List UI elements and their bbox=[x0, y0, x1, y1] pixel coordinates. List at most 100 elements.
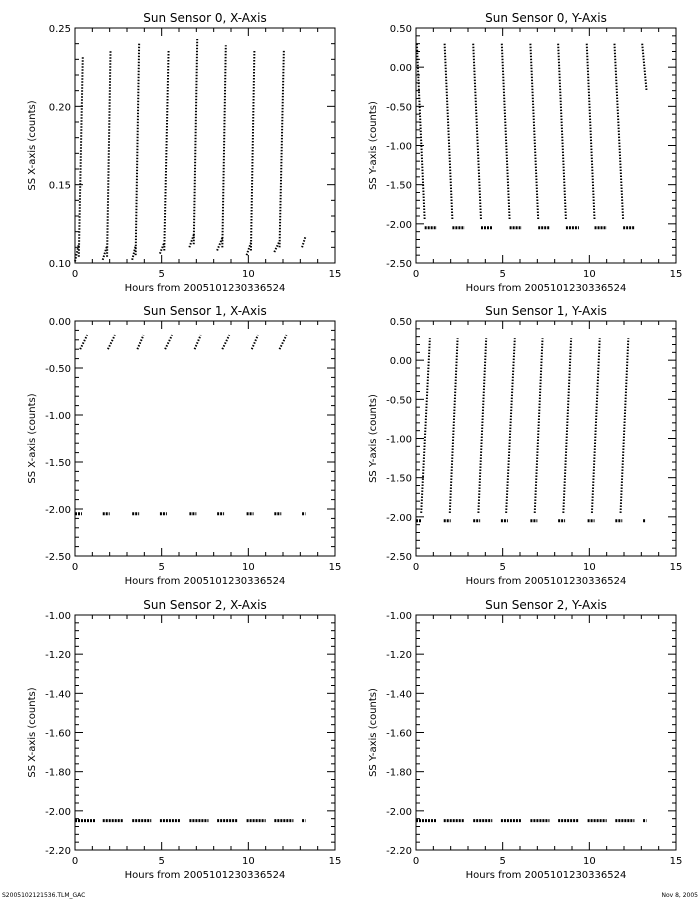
data-segment-5 bbox=[221, 334, 231, 350]
y-tick-label: -2.50 bbox=[45, 552, 71, 563]
y-tick-label: -1.50 bbox=[386, 181, 412, 192]
x-tick-label: 10 bbox=[583, 562, 596, 573]
y-tick-label: -1.00 bbox=[386, 611, 412, 622]
x-tick-label: 0 bbox=[413, 562, 419, 573]
y-tick-label: -1.40 bbox=[386, 689, 412, 700]
y-tick-label: -2.00 bbox=[45, 807, 71, 818]
x-tick-label: 10 bbox=[583, 269, 596, 280]
x-tick-label: 15 bbox=[670, 562, 683, 573]
x-tick-label: 5 bbox=[499, 562, 505, 573]
y-tick-label: -1.50 bbox=[386, 474, 412, 485]
x-axis-label: Hours from 2005101230336524 bbox=[125, 576, 286, 587]
data-segment-13 bbox=[249, 49, 256, 251]
data-segment-5 bbox=[134, 43, 141, 256]
x-tick-label: 0 bbox=[72, 562, 78, 573]
data-segment-7 bbox=[163, 49, 170, 251]
data-segment-1 bbox=[77, 56, 84, 257]
data-segment-2 bbox=[443, 43, 454, 220]
y-axis-label: SS Y-axis (counts) bbox=[368, 394, 379, 483]
data-segment-11 bbox=[221, 45, 227, 248]
data-segment-3 bbox=[164, 334, 173, 350]
data-segment-4 bbox=[193, 334, 202, 350]
y-tick-label: -2.50 bbox=[386, 259, 412, 270]
data-segment-10 bbox=[216, 237, 224, 251]
footer-date-label: Nov 8, 2005 bbox=[661, 892, 698, 899]
y-tick-label: -1.00 bbox=[45, 411, 71, 422]
data-segment-1 bbox=[107, 334, 116, 350]
data-segment-16 bbox=[641, 43, 648, 91]
y-tick-label: 0.00 bbox=[390, 356, 412, 367]
x-tick-label: 0 bbox=[72, 856, 78, 867]
y-tick-label: -2.00 bbox=[386, 807, 412, 818]
x-tick-label: 5 bbox=[158, 562, 164, 573]
chart-title: Sun Sensor 2, Y-Axis bbox=[485, 598, 607, 612]
data-segment-2 bbox=[101, 245, 109, 261]
data-segment-6 bbox=[500, 43, 511, 220]
x-tick-label: 15 bbox=[329, 856, 342, 867]
x-tick-label: 5 bbox=[158, 269, 164, 280]
y-tick-label: -2.20 bbox=[386, 846, 412, 857]
plot-frame bbox=[74, 320, 336, 557]
y-tick-label: -1.60 bbox=[386, 729, 412, 740]
x-tick-label: 15 bbox=[329, 562, 342, 573]
chart-title: Sun Sensor 1, Y-Axis bbox=[485, 304, 607, 318]
chart-title: Sun Sensor 2, X-Axis bbox=[143, 598, 266, 612]
chart-title: Sun Sensor 0, Y-Axis bbox=[485, 11, 607, 25]
y-tick-label: -2.00 bbox=[386, 220, 412, 231]
x-tick-label: 10 bbox=[242, 562, 255, 573]
data-segment-4 bbox=[472, 43, 482, 220]
data-segment-0 bbox=[79, 334, 89, 350]
y-tick-label: 0.10 bbox=[49, 259, 71, 270]
x-tick-label: 5 bbox=[499, 856, 505, 867]
data-segment-14 bbox=[619, 338, 630, 513]
y-tick-label: -1.20 bbox=[386, 650, 412, 661]
y-tick-label: -2.00 bbox=[386, 513, 412, 524]
data-segment-8 bbox=[533, 338, 544, 513]
y-tick-label: -1.80 bbox=[386, 768, 412, 779]
data-segment-0 bbox=[415, 43, 426, 220]
data-segment-7 bbox=[278, 334, 288, 350]
data-segment-14 bbox=[613, 43, 625, 220]
data-segment-6 bbox=[159, 242, 166, 254]
chart-title: Sun Sensor 0, X-Axis bbox=[143, 11, 266, 25]
data-segment-4 bbox=[477, 338, 488, 513]
y-tick-label: -1.00 bbox=[386, 142, 412, 153]
y-tick-label: 0.00 bbox=[390, 63, 412, 74]
x-tick-label: 15 bbox=[670, 856, 683, 867]
data-segment-15 bbox=[278, 49, 285, 248]
data-segment-8 bbox=[188, 234, 195, 248]
chart-title: Sun Sensor 1, X-Axis bbox=[143, 304, 266, 318]
y-tick-label: 0.15 bbox=[49, 181, 71, 192]
data-segment-16 bbox=[301, 236, 307, 248]
x-tick-label: 10 bbox=[242, 269, 255, 280]
data-segment-10 bbox=[562, 338, 573, 513]
data-segment-2 bbox=[136, 334, 145, 350]
data-segment-12 bbox=[585, 43, 596, 220]
data-segment-6 bbox=[505, 338, 516, 513]
y-tick-label: -1.80 bbox=[45, 768, 71, 779]
panel-3: Sun Sensor 1, Y-Axis 0 5 10 15 -2.50 -2.00 -1.5… bbox=[368, 304, 682, 587]
y-tick-label: -2.00 bbox=[45, 505, 71, 516]
y-tick-label: 0.50 bbox=[390, 317, 412, 328]
data-segment-3 bbox=[106, 49, 112, 257]
panel-1: Sun Sensor 0, Y-Axis 0 5 10 15 -2.50 -2.00 -1.5… bbox=[368, 11, 682, 294]
panel-5: Sun Sensor 2, Y-Axis 0 5 10 15 -2.20 -2.00 -1.8… bbox=[368, 598, 682, 881]
y-axis-label: SS Y-axis (counts) bbox=[368, 688, 379, 777]
y-tick-label: -0.50 bbox=[386, 102, 412, 113]
plot-frame bbox=[415, 614, 677, 851]
x-tick-label: 10 bbox=[242, 856, 255, 867]
y-tick-label: -1.60 bbox=[45, 729, 71, 740]
x-axis-label: Hours from 2005101230336524 bbox=[466, 576, 627, 587]
data-segment-12 bbox=[590, 338, 601, 513]
x-axis-label: Hours from 2005101230336524 bbox=[125, 870, 286, 881]
x-tick-label: 10 bbox=[583, 856, 596, 867]
x-axis-label: Hours from 2005101230336524 bbox=[466, 283, 627, 294]
footer-file-label: S2005102121536.TLM_GAC bbox=[2, 892, 86, 899]
y-tick-label: -0.50 bbox=[386, 395, 412, 406]
y-axis-label: SS X-axis (counts) bbox=[27, 100, 38, 190]
panel-4: Sun Sensor 2, X-Axis 0 5 10 15 -2.20 -2.00 -1.8… bbox=[27, 598, 341, 881]
y-tick-label: -0.50 bbox=[45, 364, 71, 375]
data-segment-6 bbox=[250, 334, 259, 350]
plot-frame bbox=[74, 614, 336, 851]
